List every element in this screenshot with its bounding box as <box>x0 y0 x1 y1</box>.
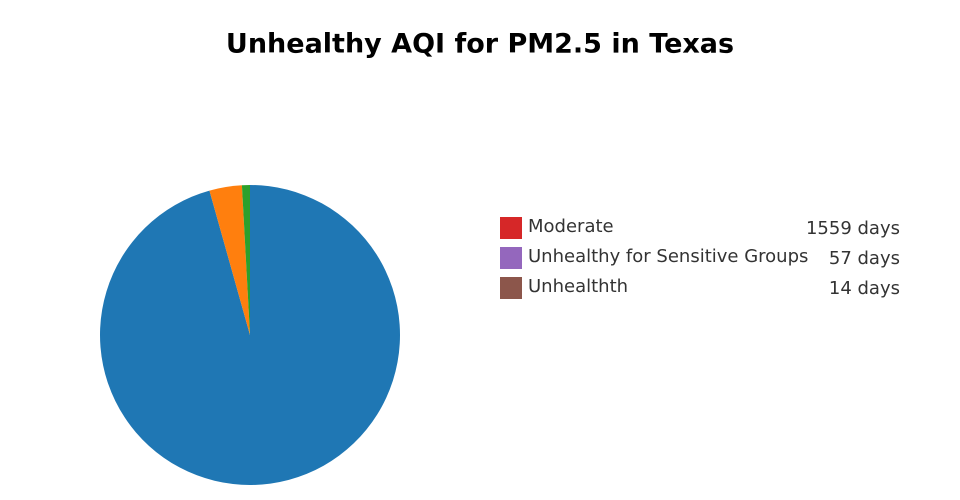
legend-label: Unhealthth <box>528 276 628 297</box>
value-label: 57 days <box>829 248 900 269</box>
pie-slice <box>209 185 250 335</box>
legend-swatch <box>500 247 522 269</box>
pie-slice <box>241 185 250 335</box>
chart-title: Unhealthy AQI for PM2.5 in Texas <box>226 29 734 60</box>
legend-label: Unhealthy for Sensitive Groups <box>528 246 808 267</box>
value-label: 1559 days <box>806 218 900 239</box>
legend-label: Moderate <box>528 216 614 237</box>
legend-swatch <box>500 277 522 299</box>
pie-slice <box>100 185 401 486</box>
value-label: 14 days <box>829 278 900 299</box>
legend-swatch <box>500 217 522 239</box>
